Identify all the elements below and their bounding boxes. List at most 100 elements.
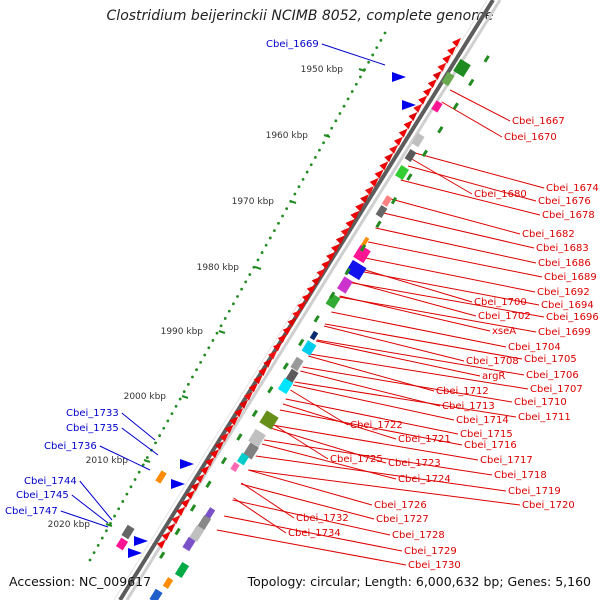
- gene-tick: [189, 504, 197, 512]
- gene-box: [411, 132, 425, 148]
- forward-label-line: [60, 510, 109, 528]
- topology-text: Topology: circular; Length: 6,000,632 bp…: [247, 574, 591, 589]
- gene-arrow: [413, 103, 423, 113]
- reverse-gene-label: Cbei_1678: [542, 210, 595, 221]
- reverse-gene-label: Cbei_1667: [512, 116, 565, 127]
- accession-text: Accession: NC_009617: [9, 574, 152, 589]
- reverse-gene-label: Cbei_1734: [288, 528, 341, 539]
- reverse-gene-label: Cbei_1674: [546, 183, 599, 194]
- gene-arrow: [292, 309, 302, 319]
- reverse-gene-label: Cbei_1692: [537, 287, 590, 298]
- reverse-gene-label: Cbei_1670: [504, 132, 557, 143]
- gene-box: [360, 236, 370, 248]
- scale-dot: [264, 243, 268, 247]
- gene-box: [236, 452, 250, 466]
- scale-dot: [109, 522, 112, 525]
- forward-label-line: [121, 427, 159, 456]
- reverse-gene-label: Cbei_1680: [474, 189, 527, 200]
- reverse-label-line: [339, 295, 491, 332]
- forward-gene-label: Cbei_1669: [266, 39, 319, 50]
- reverse-label-line: [449, 89, 511, 122]
- scale-dot: [207, 346, 211, 350]
- reverse-gene-label: Cbei_1719: [508, 486, 561, 497]
- reverse-gene-label: Cbei_1708: [466, 356, 519, 367]
- reverse-label-line: [290, 389, 349, 426]
- scale-tick-label: 2020 kbp: [48, 520, 91, 530]
- gene-arrow: [229, 416, 239, 426]
- reverse-gene-label: Cbei_1702: [478, 311, 531, 322]
- reverse-gene-label: Cbei_1723: [388, 458, 441, 469]
- gene-box: [149, 588, 163, 600]
- reverse-label-line: [261, 443, 397, 480]
- reverse-gene-label: Cbei_1710: [514, 397, 567, 408]
- scale-dot: [219, 324, 223, 328]
- reverse-gene-label: Cbei_1722: [350, 420, 403, 431]
- gene-box: [162, 577, 174, 589]
- reverse-label-line: [354, 266, 473, 303]
- reverse-gene-label: Cbei_1707: [530, 384, 583, 395]
- gene-arrow: [181, 498, 191, 508]
- reverse-gene-label: Cbei_1676: [538, 196, 591, 207]
- reverse-label-line: [309, 353, 529, 390]
- scale-dot: [379, 38, 383, 42]
- scale-dot: [178, 397, 182, 401]
- gene-arrow-forward: [128, 548, 142, 558]
- scale-tick: [105, 523, 113, 527]
- scale-dot: [236, 295, 239, 298]
- gene-box: [375, 204, 388, 219]
- reverse-gene-label: Cbei_1717: [480, 455, 533, 466]
- reverse-gene-label: Cbei_1700: [474, 297, 527, 308]
- gene-arrow: [408, 112, 418, 122]
- forward-gene-label: Cbei_1733: [66, 408, 119, 419]
- label-connector-layer: [60, 43, 545, 566]
- gene-arrow: [200, 465, 210, 475]
- gene-box: [115, 537, 129, 551]
- gene-arrow: [258, 367, 268, 377]
- scale-tick-label: 2010 kbp: [86, 456, 129, 466]
- gene-tick: [220, 456, 228, 465]
- gene-box: [174, 561, 190, 579]
- gene-arrow: [360, 194, 370, 204]
- scale-dot: [354, 82, 358, 86]
- scale-dot: [293, 192, 297, 196]
- gene-arrow: [253, 375, 263, 385]
- gene-arrow: [364, 186, 374, 196]
- gene-tick: [437, 125, 444, 134]
- gene-arrow: [311, 276, 321, 286]
- scale-dot: [174, 404, 178, 408]
- scale-dot: [88, 558, 92, 562]
- gene-box: [404, 148, 417, 163]
- gene-arrow-forward: [180, 459, 194, 469]
- reverse-gene-label: Cbei_1694: [541, 300, 594, 311]
- scale-dot: [297, 185, 301, 189]
- scale-dot: [330, 126, 334, 130]
- gene-arrow: [156, 539, 166, 549]
- gene-arrow: [393, 136, 403, 146]
- gene-arrow-forward: [171, 479, 185, 489]
- forward-label-line: [79, 480, 113, 521]
- gene-box: [290, 356, 304, 372]
- reverse-gene-label: Cbei_1720: [522, 500, 575, 511]
- scale-tick-label: 1950 kbp: [301, 65, 344, 75]
- gene-arrow: [432, 70, 442, 80]
- reverse-gene-label: Cbei_1689: [544, 272, 597, 283]
- gene-label-layer: Cbei_1669 Cbei_1733 Cbei_1735 Cbei_1736 Cbei…: [5, 39, 599, 571]
- reverse-gene-label: Cbei_1715: [460, 429, 513, 440]
- gene-box: [230, 462, 240, 472]
- reverse-label-line: [390, 198, 521, 235]
- scale-dot: [240, 287, 243, 291]
- forward-label-line: [99, 445, 151, 471]
- reverse-label-line: [264, 439, 493, 476]
- forward-gene-label: Cbei_1735: [66, 423, 119, 434]
- reverse-label-line: [360, 256, 536, 293]
- reverse-label-line: [347, 281, 545, 318]
- reverse-label-line: [411, 158, 473, 195]
- gene-arrow: [239, 399, 249, 409]
- gene-box: [325, 293, 341, 309]
- scale-dot: [191, 375, 194, 379]
- scale-dot: [277, 221, 280, 225]
- scale-dot: [281, 214, 284, 218]
- reverse-gene-label: Cbei_1729: [404, 546, 457, 557]
- scale-tick-label: 1980 kbp: [197, 263, 240, 273]
- reverse-label-line: [407, 165, 537, 202]
